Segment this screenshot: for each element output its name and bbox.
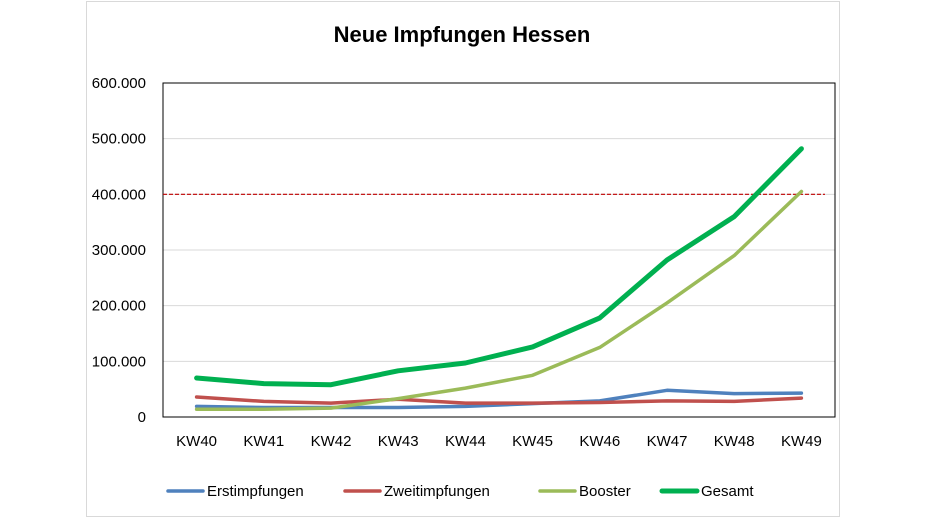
x-axis-ticks: KW40 KW41 KW42 KW43 KW44 KW45 KW46 KW47 KW48 KW49 (176, 433, 822, 450)
x-tick-label: KW42 (311, 433, 352, 450)
legend-label: Gesamt (701, 483, 754, 500)
legend-label: Erstimpfungen (207, 483, 304, 500)
x-tick-label: KW40 (176, 433, 217, 450)
y-tick-label: 200.000 (92, 298, 146, 315)
y-tick-label: 0 (138, 409, 146, 426)
x-tick-label: KW49 (781, 433, 822, 450)
series-line-booster (194, 189, 804, 411)
y-tick-label: 400.000 (92, 186, 146, 203)
x-tick-label: KW48 (714, 433, 755, 450)
x-tick-label: KW45 (512, 433, 553, 450)
series-line-gesamt (194, 146, 804, 388)
legend-label: Booster (579, 483, 631, 500)
chart-frame (86, 1, 840, 517)
y-axis-ticks: 0 100.000 200.000 300.000 400.000 500.000 600.… (92, 75, 146, 426)
y-tick-label: 500.000 (92, 131, 146, 148)
legend: Erstimpfungen Zweitimpfungen Booster Gesamt (166, 483, 754, 500)
series-line-erstimpfungen (194, 388, 804, 410)
y-tick-label: 300.000 (92, 242, 146, 259)
legend-label: Zweitimpfungen (384, 483, 490, 500)
axes (162, 82, 836, 418)
x-tick-label: KW41 (243, 433, 284, 450)
x-tick-label: KW43 (378, 433, 419, 450)
x-tick-label: KW46 (579, 433, 620, 450)
series-lines (194, 146, 804, 411)
plot-area-border (162, 82, 836, 418)
chart-title: Neue Impfungen Hessen (334, 22, 591, 47)
x-tick-label: KW47 (647, 433, 688, 450)
series-line-zweitimpfungen (194, 395, 804, 405)
x-tick-label: KW44 (445, 433, 486, 450)
y-tick-label: 100.000 (92, 353, 146, 370)
y-tick-label: 600.000 (92, 75, 146, 92)
grid-lines (163, 138, 835, 362)
